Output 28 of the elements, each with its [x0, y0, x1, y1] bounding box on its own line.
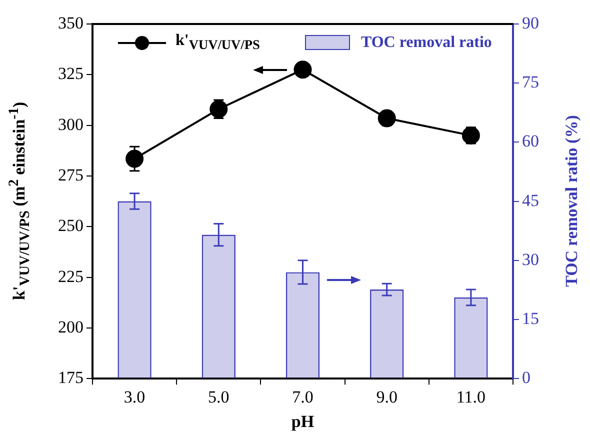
x-tick-label: 3.0	[124, 387, 146, 406]
y-tick-label: 350	[58, 13, 84, 32]
y2-tick-label: 15	[522, 308, 539, 328]
point	[378, 109, 396, 128]
x-axis-title: pH	[291, 412, 314, 432]
x-tick-label: 11.0	[456, 387, 486, 406]
y-tick-label: 200	[58, 317, 84, 336]
y-tick-label: 225	[58, 266, 84, 286]
point	[294, 60, 312, 79]
y2-tick-label: 75	[522, 72, 539, 92]
y-tick-label: 300	[58, 114, 84, 134]
legend-label: TOC removal ratio	[360, 34, 492, 52]
y2-tick-label: 90	[522, 13, 539, 32]
y-tick-label: 175	[58, 368, 84, 388]
y2-tick-label: 45	[522, 190, 539, 210]
y2-axis-title: TOC removal ratio (%)	[562, 115, 582, 288]
y-tick-label: 250	[58, 216, 84, 236]
point	[126, 150, 144, 168]
legend-label: k'$_{VUV/UV/PS}$	[176, 32, 260, 54]
y2-tick-label: 30	[522, 250, 539, 269]
y-tick-label: 275	[58, 165, 84, 184]
x-tick-label: 9.0	[376, 387, 398, 406]
point	[462, 126, 480, 144]
y2-tick-label: 0	[522, 368, 530, 388]
x-tick-label: 5.0	[208, 387, 230, 406]
y-tick-label: 325	[58, 64, 84, 84]
y2-tick-label: 60	[522, 132, 539, 151]
x-tick-label: 7.0	[292, 387, 314, 406]
